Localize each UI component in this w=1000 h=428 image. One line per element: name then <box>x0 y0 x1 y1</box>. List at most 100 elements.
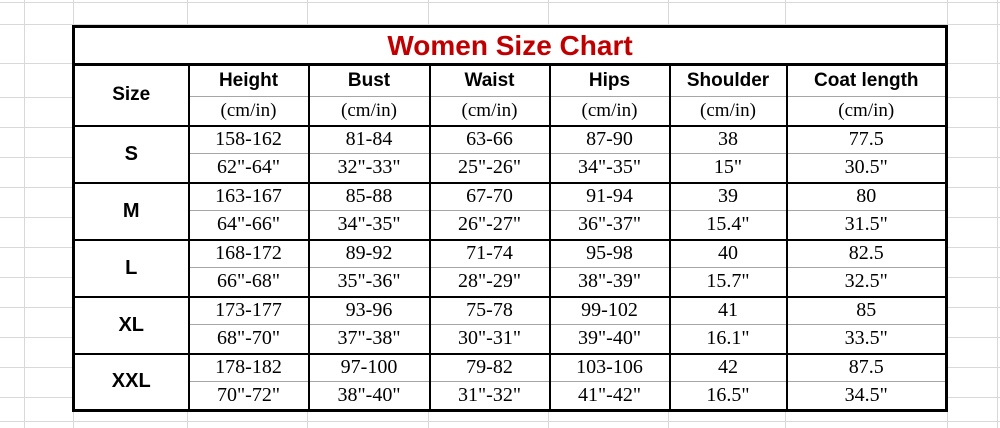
cm-value-cell: 40 <box>668 239 787 268</box>
cm-value-cell: 103-106 <box>548 353 670 382</box>
inch-value-cell: 16.5" <box>668 381 787 412</box>
inch-value-cell: 38"-40" <box>307 381 430 412</box>
header-size: Size <box>73 64 189 127</box>
title-row: Women Size Chart <box>73 26 947 66</box>
gridline-vertical <box>997 0 998 428</box>
cm-value-cell: 85-88 <box>307 182 430 211</box>
size-table-body: S 158-162 81-84 63-66 87-90 38 77.5 62"-64" 32"-… <box>73 125 947 412</box>
cm-value-cell: 39 <box>668 182 787 211</box>
unit-cell: (cm/in) <box>668 96 787 127</box>
cm-value-cell: 38 <box>668 125 787 154</box>
inch-value-cell: 31"-32" <box>428 381 550 412</box>
gridline-horizontal <box>0 2 1000 3</box>
cm-value-cell: 63-66 <box>428 125 550 154</box>
inch-value-cell: 30.5" <box>785 153 947 184</box>
inch-value-cell: 16.1" <box>668 324 787 355</box>
inch-value-cell: 31.5" <box>785 210 947 241</box>
cm-value-cell: 79-82 <box>428 353 550 382</box>
header-coat-length: Coat length <box>785 64 947 97</box>
inch-value-cell: 36"-37" <box>548 210 670 241</box>
inch-value-cell: 41"-42" <box>548 381 670 412</box>
cm-value-cell: 87.5 <box>785 353 947 382</box>
size-row-inch: 66"-68" 35"-36" 28"-29" 38"-39" 15.7" 32.5" <box>74 267 947 298</box>
unit-cell: (cm/in) <box>187 96 309 127</box>
cm-value-cell: 77.5 <box>785 125 947 154</box>
header-unit-row: (cm/in) (cm/in) (cm/in) (cm/in) (cm/in) … <box>74 96 947 127</box>
gridline-vertical <box>24 0 25 428</box>
cm-value-cell: 158-162 <box>187 125 309 154</box>
chart-title: Women Size Chart <box>73 26 947 66</box>
gridline-horizontal <box>0 421 1000 422</box>
cm-value-cell: 97-100 <box>307 353 430 382</box>
size-row-inch: 64"-66" 34"-35" 26"-27" 36"-37" 15.4" 31.5" <box>74 210 947 241</box>
size-row-inch: 62"-64" 32"-33" 25"-26" 34"-35" 15" 30.5" <box>74 153 947 184</box>
inch-value-cell: 32"-33" <box>307 153 430 184</box>
cm-value-cell: 67-70 <box>428 182 550 211</box>
inch-value-cell: 15.7" <box>668 267 787 298</box>
header-waist: Waist <box>428 64 550 97</box>
cm-value-cell: 87-90 <box>548 125 670 154</box>
cm-value-cell: 168-172 <box>187 239 309 268</box>
size-cell: XXL <box>73 353 189 412</box>
size-row-cm: XL 173-177 93-96 75-78 99-102 41 85 <box>73 296 947 355</box>
size-row-cm: XXL 178-182 97-100 79-82 103-106 42 87.5 <box>73 353 947 412</box>
inch-value-cell: 15.4" <box>668 210 787 241</box>
cm-value-cell: 75-78 <box>428 296 550 325</box>
cm-value-cell: 95-98 <box>548 239 670 268</box>
inch-value-cell: 32.5" <box>785 267 947 298</box>
size-row-inch: 70"-72" 38"-40" 31"-32" 41"-42" 16.5" 34.5" <box>74 381 947 412</box>
inch-value-cell: 34.5" <box>785 381 947 412</box>
inch-value-cell: 64"-66" <box>187 210 309 241</box>
cm-value-cell: 41 <box>668 296 787 325</box>
inch-value-cell: 35"-36" <box>307 267 430 298</box>
cm-value-cell: 89-92 <box>307 239 430 268</box>
inch-value-cell: 70"-72" <box>187 381 309 412</box>
inch-value-cell: 30"-31" <box>428 324 550 355</box>
cm-value-cell: 81-84 <box>307 125 430 154</box>
size-chart-table: Women Size Chart Size Height Bust Waist … <box>72 25 949 412</box>
inch-value-cell: 34"-35" <box>307 210 430 241</box>
size-cell: M <box>73 182 189 241</box>
header-height: Height <box>187 64 309 97</box>
cm-value-cell: 42 <box>668 353 787 382</box>
inch-value-cell: 33.5" <box>785 324 947 355</box>
unit-cell: (cm/in) <box>548 96 670 127</box>
inch-value-cell: 62"-64" <box>187 153 309 184</box>
cm-value-cell: 173-177 <box>187 296 309 325</box>
cm-value-cell: 71-74 <box>428 239 550 268</box>
inch-value-cell: 25"-26" <box>428 153 550 184</box>
cm-value-cell: 163-167 <box>187 182 309 211</box>
size-row-inch: 68"-70" 37"-38" 30"-31" 39"-40" 16.1" 33.5" <box>74 324 947 355</box>
size-row-cm: M 163-167 85-88 67-70 91-94 39 80 <box>73 182 947 241</box>
inch-value-cell: 26"-27" <box>428 210 550 241</box>
inch-value-cell: 39"-40" <box>548 324 670 355</box>
inch-value-cell: 15" <box>668 153 787 184</box>
cm-value-cell: 93-96 <box>307 296 430 325</box>
gridline-horizontal <box>0 24 1000 25</box>
cm-value-cell: 91-94 <box>548 182 670 211</box>
cm-value-cell: 80 <box>785 182 947 211</box>
size-cell: S <box>73 125 189 184</box>
cm-value-cell: 82.5 <box>785 239 947 268</box>
unit-cell: (cm/in) <box>785 96 947 127</box>
size-row-cm: L 168-172 89-92 71-74 95-98 40 82.5 <box>73 239 947 298</box>
cm-value-cell: 85 <box>785 296 947 325</box>
inch-value-cell: 66"-68" <box>187 267 309 298</box>
unit-cell: (cm/in) <box>307 96 430 127</box>
cm-value-cell: 99-102 <box>548 296 670 325</box>
header-hips: Hips <box>548 64 670 97</box>
size-chart-table-wrap: Women Size Chart Size Height Bust Waist … <box>72 25 949 412</box>
cm-value-cell: 178-182 <box>187 353 309 382</box>
inch-value-cell: 28"-29" <box>428 267 550 298</box>
inch-value-cell: 34"-35" <box>548 153 670 184</box>
size-cell: XL <box>73 296 189 355</box>
header-bust: Bust <box>307 64 430 97</box>
size-row-cm: S 158-162 81-84 63-66 87-90 38 77.5 <box>73 125 947 184</box>
header-shoulder: Shoulder <box>668 64 787 97</box>
size-cell: L <box>73 239 189 298</box>
inch-value-cell: 68"-70" <box>187 324 309 355</box>
header-name-row: Size Height Bust Waist Hips Shoulder Coa… <box>73 64 947 127</box>
inch-value-cell: 37"-38" <box>307 324 430 355</box>
inch-value-cell: 38"-39" <box>548 267 670 298</box>
